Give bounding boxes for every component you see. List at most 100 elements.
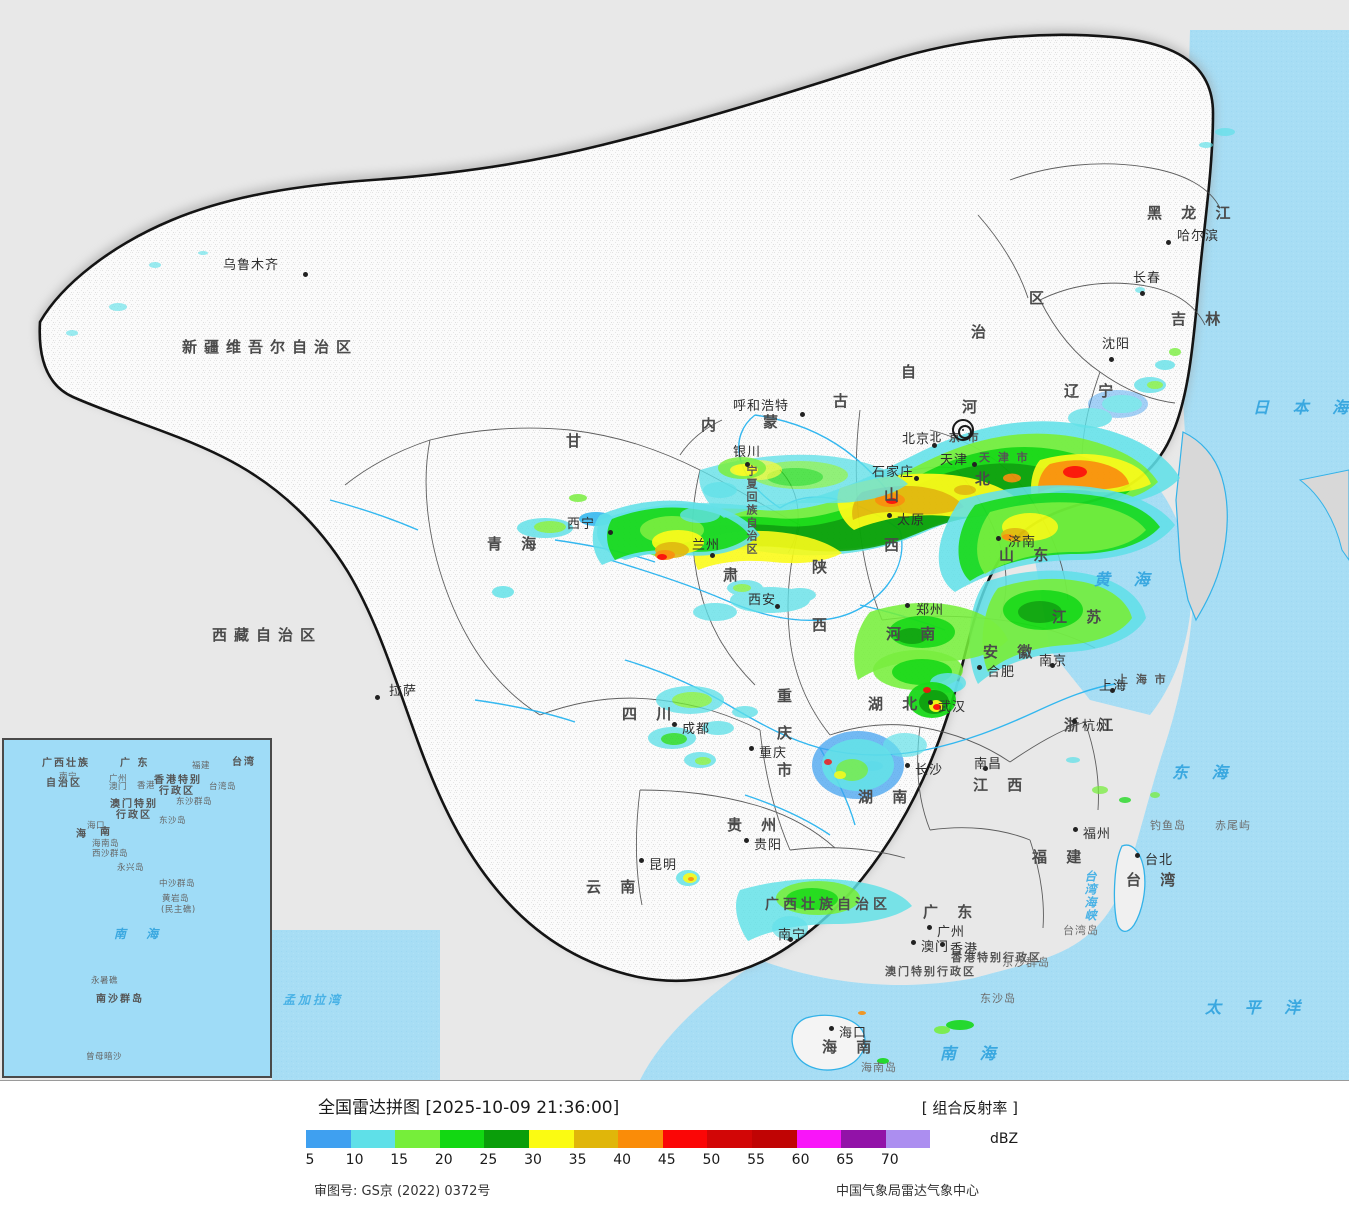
china-radar-map[interactable]: 新疆维吾尔自治区 西藏自治区青 海甘肃内蒙古自治区黑 龙 江吉 林辽 宁河北山西山… [0, 0, 1349, 1080]
city-dot [905, 603, 910, 608]
city-dot [710, 553, 715, 558]
city-dot [983, 766, 988, 771]
inset-label: 东沙岛 [159, 816, 187, 826]
inset-label: 南 [100, 827, 112, 838]
page-title: 全国雷达拼图 [2025-10-09 21:36:00] [318, 1098, 620, 1118]
tick-10: 10 [345, 1152, 364, 1168]
colorbar-cell-10[interactable] [350, 1130, 396, 1148]
tick-25: 25 [479, 1152, 498, 1168]
city-dot [775, 604, 780, 609]
city-dot [1110, 688, 1115, 693]
inset-label: 广 东 [120, 758, 150, 769]
city-dot [887, 513, 892, 518]
city-dot [940, 942, 945, 947]
inset-label: 广州 [109, 774, 128, 784]
inset-label: 行政区 [159, 786, 195, 797]
south-china-sea-inset[interactable]: 广西壮族 自治区广 东福建 台湾 广州 南宁 香港 澳门 香港特别 行政区 台湾岛 澳门特别 行政区东… [2, 738, 272, 1078]
tick-15: 15 [390, 1152, 409, 1168]
approval-number: 审图号: GS京 (2022) 0372号 [314, 1184, 491, 1199]
inset-label: 海南岛 [92, 839, 120, 849]
inset-label: 曾母暗沙 [86, 1052, 123, 1062]
tick-50: 50 [702, 1152, 721, 1168]
city-dot [911, 940, 916, 945]
inset-label: 广西壮族 [42, 758, 90, 769]
radar-station-marker[interactable] [952, 419, 974, 441]
inset-label: (民主礁) [161, 905, 196, 915]
colorbar-cell-25[interactable] [484, 1130, 529, 1148]
colorbar-cell-40[interactable] [618, 1130, 663, 1148]
inset-label: 澳门 [109, 782, 128, 792]
tick-20: 20 [434, 1152, 453, 1168]
product-type-label: [ 组合反射率 ] [921, 1099, 1018, 1117]
city-dot [1135, 853, 1140, 858]
city-dot [977, 665, 982, 670]
tick-45: 45 [657, 1152, 676, 1168]
city-dot [972, 462, 977, 467]
tick-70: 70 [880, 1152, 899, 1168]
inset-label: 行政区 [116, 810, 152, 821]
inset-label: 黄岩岛 [162, 894, 190, 904]
inset-label: 东沙群岛 [176, 797, 213, 807]
city-dot [932, 443, 937, 448]
colorbar-cell-50[interactable] [707, 1130, 752, 1148]
colorbar-cell-35[interactable] [573, 1130, 619, 1148]
city-dot [928, 700, 933, 705]
inset-label: 南 海 [114, 927, 167, 941]
city-dot [639, 858, 644, 863]
inset-label: 永暑礁 [91, 976, 119, 986]
colorbar-cell-60[interactable] [796, 1130, 842, 1148]
inset-label: 香港特别 [154, 775, 202, 786]
tick-40: 40 [613, 1152, 632, 1168]
colorbar-cell-65[interactable] [841, 1130, 886, 1148]
city-dot [1166, 240, 1171, 245]
city-dot [996, 536, 1001, 541]
inset-label: 永兴岛 [117, 863, 145, 873]
city-dot [1050, 663, 1055, 668]
city-dot [1109, 357, 1114, 362]
city-dot [745, 462, 750, 467]
city-dot [905, 763, 910, 768]
inset-label: 台湾岛 [209, 782, 237, 792]
dbz-tick-labels: 5 10 15 20 25 30 35 40 45 50 55 60 65 70 [300, 1152, 1060, 1170]
colorbar-cell-30[interactable] [528, 1130, 574, 1148]
inset-label: 南宁 [59, 772, 78, 782]
colorbar-cell-15[interactable] [395, 1130, 440, 1148]
title-row: 全国雷达拼图 [2025-10-09 21:36:00] [ 组合反射率 ] [318, 1093, 1018, 1118]
colorbar-cell-70[interactable] [885, 1130, 931, 1148]
colorbar-cell-5[interactable] [306, 1130, 351, 1148]
tick-60: 60 [791, 1152, 810, 1168]
colorbar-cell-20[interactable] [439, 1130, 485, 1148]
tick-30: 30 [524, 1152, 542, 1168]
inset-label: 西沙群岛 [92, 849, 129, 859]
city-dot [829, 1026, 834, 1031]
city-dot [608, 530, 613, 535]
city-dot [788, 937, 793, 942]
city-dot [1140, 291, 1145, 296]
dbz-colorbar[interactable] [306, 1130, 931, 1148]
inset-label: 香港 [137, 781, 156, 791]
colorbar-cell-45[interactable] [662, 1130, 708, 1148]
city-dot [749, 746, 754, 751]
inset-label: 海 [76, 829, 88, 840]
inset-label: 中沙群岛 [159, 879, 196, 889]
agency-name: 中国气象局雷达气象中心 [836, 1184, 980, 1199]
city-dot [914, 476, 919, 481]
dbz-unit-label: dBZ [990, 1131, 1019, 1147]
inset-label: 自治区 [46, 778, 82, 789]
city-dot [1072, 719, 1077, 724]
tick-5: 5 [305, 1152, 315, 1168]
city-dot [1073, 827, 1078, 832]
tick-55: 55 [747, 1152, 765, 1168]
city-dot [744, 838, 749, 843]
inset-label: 海口 [87, 821, 106, 831]
city-dot [303, 272, 308, 277]
inset-label: 南沙群岛 [96, 994, 144, 1005]
inset-label: 福建 [192, 761, 211, 771]
inset-label: 台湾 [232, 757, 256, 768]
city-dot [800, 412, 805, 417]
city-dot [375, 695, 380, 700]
colorbar-cell-55[interactable] [751, 1130, 797, 1148]
city-dot [672, 722, 677, 727]
inset-label: 澳门特别 [110, 799, 158, 810]
